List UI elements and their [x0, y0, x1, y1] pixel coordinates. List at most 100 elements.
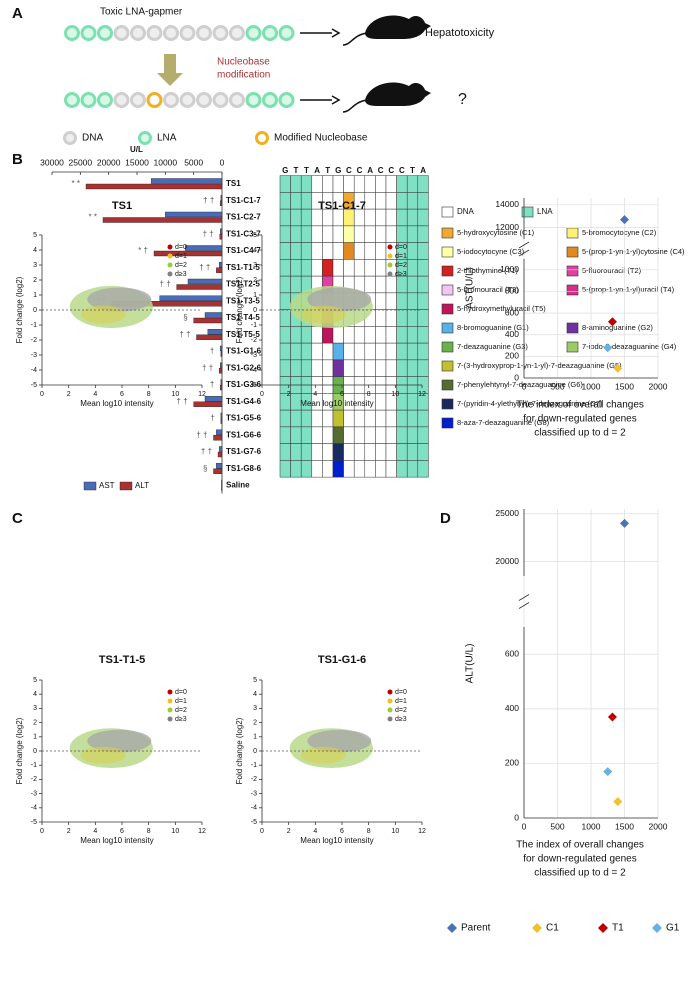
legend-label: d=2 [175, 262, 187, 269]
y-tick-label: 4 [33, 691, 37, 698]
nucleotide [80, 25, 97, 41]
sequence-cell [385, 443, 397, 461]
category-label: TS1-G7-6 [226, 447, 262, 456]
legend-label: d=0 [395, 244, 407, 251]
bar [220, 362, 223, 368]
plot-title: TS1-G1-6 [318, 654, 366, 666]
legend-swatch [441, 206, 454, 218]
x-axis-label: classified up to d = 2 [534, 428, 626, 439]
sequence-cell [385, 292, 397, 310]
sequence-cell [353, 259, 366, 277]
nucleotide [146, 25, 163, 41]
sequence-cell [406, 326, 419, 344]
x-tick-label: 2000 [649, 821, 668, 831]
y-tick-label: 5 [33, 232, 37, 239]
unit-label: U/L [130, 145, 143, 154]
y-axis-label: Fold change (log2) [15, 276, 24, 343]
legend-swatch [167, 698, 173, 704]
category-label: TS1-G4-6 [226, 397, 262, 406]
y-axis-label: ALT(U/L) [465, 644, 476, 684]
sequence-letter: A [420, 166, 426, 175]
sequence-cell [375, 393, 387, 411]
sequence-cell [364, 359, 376, 377]
sequence-cell [406, 259, 419, 277]
mouse [365, 15, 431, 39]
sequence-cell [279, 275, 291, 294]
legend-label: d=0 [175, 689, 187, 696]
sequence-letter: T [304, 166, 309, 175]
point-cloud [300, 746, 346, 764]
sequence-cell [332, 359, 344, 377]
sequence-cell [290, 275, 302, 294]
nucleotide [196, 25, 212, 41]
legend-label: 8-aminoguanine (G2) [582, 323, 653, 332]
sequence-cell [417, 225, 429, 243]
x-tick-label: 6 [120, 391, 124, 398]
sequence-letter: T [410, 166, 415, 175]
sequence-cell [406, 225, 419, 243]
legend-swatch [167, 244, 173, 250]
legend-label: 7-deazaguanine (G3) [457, 342, 528, 351]
legend-label: d=1 [175, 253, 187, 260]
sequence-cell [343, 359, 355, 377]
nucleotide [146, 92, 163, 108]
unknown-label: ? [458, 91, 467, 108]
legend-label: ALT [135, 481, 149, 490]
sequence-cell [290, 326, 302, 344]
x-tick-label: 4 [93, 391, 97, 398]
sequence-cell [385, 342, 397, 361]
sequence-cell [364, 242, 376, 260]
legend-swatch [387, 716, 393, 722]
legend-label: 7-phenylehtynyl-7-deazaguanine (G6) [457, 380, 583, 389]
legend-swatch [387, 698, 393, 704]
y-tick-label: 5 [253, 677, 257, 684]
legend-label: G1 [666, 923, 680, 934]
nucleotide [64, 92, 80, 108]
sequence-cell [290, 443, 302, 461]
y-tick-label: 20000 [495, 556, 519, 566]
y-tick-label: 1 [253, 734, 257, 741]
bar [219, 234, 223, 240]
sequence-letter: T [293, 166, 298, 175]
legend-swatch [532, 923, 542, 933]
sequence-cell [322, 409, 334, 428]
sequence-cell [353, 426, 366, 444]
bar [193, 317, 223, 324]
y-tick-label: 0 [253, 307, 257, 314]
modification-label: Nucleobase [217, 57, 270, 68]
nucleotide [113, 92, 130, 108]
sequence-cell [385, 426, 397, 444]
panel-label: A [12, 5, 23, 22]
y-tick-label: 5 [33, 677, 37, 684]
y-tick-label: 600 [505, 649, 519, 659]
legend-label: d=0 [175, 244, 187, 251]
nucleotide [97, 25, 113, 41]
sequence-cell [279, 259, 291, 277]
y-tick-label: 3 [253, 705, 257, 712]
y-tick-label: -5 [251, 382, 257, 389]
panel-label: B [12, 151, 23, 168]
sequence-cell [353, 225, 366, 243]
sequence-cell [290, 242, 302, 260]
significance-mark: † † [202, 363, 213, 372]
point-cloud [87, 729, 152, 753]
x-axis-label: Mean log10 intensity [300, 836, 373, 845]
category-label: TS1-C4-7 [226, 246, 261, 255]
legend-swatch [598, 923, 608, 933]
x-tick-label: 500 [550, 821, 564, 831]
point [613, 363, 623, 373]
mouse [365, 82, 431, 106]
sequence-cell [279, 460, 291, 478]
category-label: TS1-T4-5 [226, 313, 260, 322]
sequence-cell [343, 342, 355, 361]
point-cloud [307, 729, 372, 753]
y-tick-label: -5 [31, 819, 37, 826]
gapmer-label: Toxic LNA-gapmer [100, 7, 183, 18]
bar [207, 329, 223, 335]
legend-swatch [387, 253, 393, 259]
sequence-cell [364, 460, 376, 478]
sequence-cell [343, 225, 355, 243]
legend-label: DNA [82, 133, 103, 144]
sequence-cell [396, 426, 408, 444]
